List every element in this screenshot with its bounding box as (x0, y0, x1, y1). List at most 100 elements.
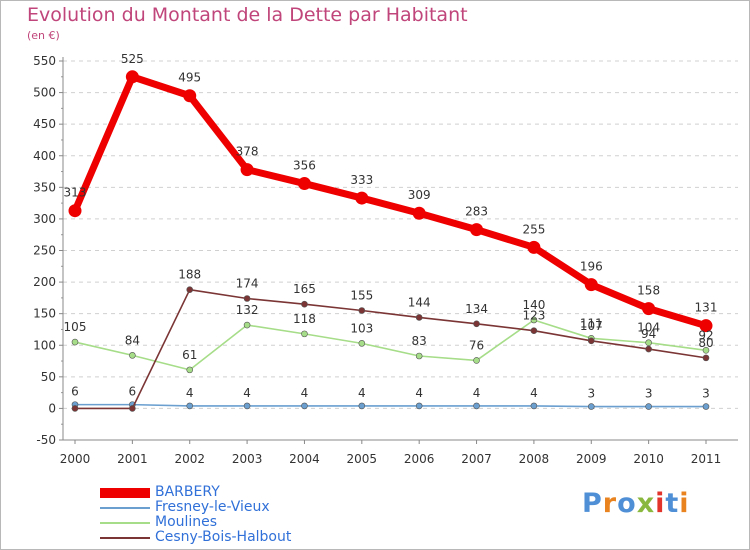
x-tick-label: 2004 (289, 452, 320, 466)
legend-swatch-cesny-bois-halbout (100, 537, 150, 539)
data-label: 123 (522, 309, 545, 323)
proxiti-logo: Proxiti (582, 488, 690, 519)
data-point (71, 405, 79, 412)
data-label: 104 (637, 321, 660, 335)
data-label: 356 (293, 159, 316, 173)
data-label: 83 (412, 334, 427, 348)
data-label: 3 (587, 387, 595, 401)
logo-letter: P (582, 488, 603, 519)
y-tick-label: 500 (33, 86, 56, 100)
data-label: 196 (580, 260, 603, 274)
data-point (355, 191, 369, 205)
x-tick-label: 2011 (691, 452, 722, 466)
data-label: 4 (473, 386, 481, 400)
legend-label-barbery: BARBERY (155, 484, 220, 500)
data-point (530, 327, 538, 335)
data-point (186, 402, 194, 410)
data-label: 188 (178, 268, 201, 282)
data-label: 3 (645, 387, 653, 401)
data-point (699, 319, 713, 333)
data-point (243, 321, 251, 329)
y-tick-label: 50 (41, 370, 56, 384)
data-label: 61 (182, 348, 197, 362)
x-tick-label: 2002 (174, 452, 205, 466)
unit-label: (en €) (27, 29, 60, 42)
data-label: 495 (178, 71, 201, 85)
data-point (530, 316, 538, 324)
data-label: 103 (350, 321, 373, 335)
y-tick-label: 200 (33, 275, 56, 289)
x-tick-label: 2007 (461, 452, 492, 466)
data-point (243, 295, 251, 302)
data-point (473, 402, 480, 410)
data-point (415, 352, 423, 360)
data-point (358, 307, 366, 314)
data-point (68, 204, 82, 218)
x-tick-label: 2003 (232, 452, 263, 466)
data-label: 309 (408, 188, 431, 202)
x-tick-label: 2000 (60, 452, 91, 466)
data-label: 80 (698, 336, 713, 350)
data-point (584, 278, 598, 292)
x-tick-label: 2008 (519, 452, 550, 466)
data-point (587, 403, 595, 410)
data-point (470, 223, 484, 237)
data-label: 313 (64, 186, 87, 200)
y-tick-label: 100 (33, 338, 56, 352)
data-label: 165 (293, 282, 316, 296)
data-label: 132 (236, 303, 259, 317)
legend-label-cesny-bois-halbout: Cesny-Bois-Halbout (155, 529, 292, 545)
logo-letter: r (602, 488, 618, 519)
data-label: 107 (580, 319, 603, 333)
series-line (74, 319, 707, 371)
data-label: 140 (522, 298, 545, 312)
y-tick-label: 450 (33, 117, 56, 131)
y-tick-label: -50 (36, 433, 56, 447)
legend-swatch-fresney-le-vieux (100, 507, 150, 509)
logo-letter: i (679, 488, 690, 519)
data-label: 155 (350, 289, 373, 303)
data-label: 3 (702, 387, 710, 401)
legend-label-fresney-le-vieux: Fresney-le-Vieux (155, 499, 270, 515)
data-point (645, 403, 652, 410)
data-label: 255 (522, 222, 545, 236)
data-label: 174 (236, 277, 259, 291)
data-label: 4 (186, 386, 194, 400)
data-label: 105 (64, 320, 87, 334)
data-label: 84 (125, 333, 140, 347)
y-tick-label: 0 (48, 401, 56, 415)
series-line (71, 73, 710, 330)
data-point (645, 339, 652, 347)
data-label: 378 (236, 145, 259, 159)
data-point (642, 302, 656, 316)
data-label: 6 (129, 385, 137, 399)
data-point (702, 403, 710, 410)
data-point (129, 405, 136, 412)
series-line (74, 403, 707, 408)
data-label: 4 (415, 386, 423, 400)
chart-title: Evolution du Montant de la Dette par Hab… (27, 4, 468, 26)
y-tick-label: 150 (33, 307, 56, 321)
data-label: 92 (698, 328, 713, 342)
x-tick-label: 2009 (576, 452, 607, 466)
data-point (587, 337, 595, 345)
legend-label-moulines: Moulines (155, 514, 218, 530)
x-tick-label: 2005 (347, 452, 378, 466)
data-point (243, 402, 251, 410)
line-chart: -50 0 50 100 150 200 250 300 350 400 450 500 550 2000… (33, 52, 738, 466)
data-point (297, 177, 311, 191)
data-point (702, 347, 710, 354)
legend-swatch-moulines (100, 522, 150, 524)
data-point (240, 163, 254, 177)
logo-letter: o (617, 488, 637, 519)
y-tick-label: 300 (33, 212, 56, 226)
data-label: 4 (243, 386, 251, 400)
data-point (358, 402, 366, 410)
x-tick-label: 2001 (117, 452, 148, 466)
y-tick-label: 400 (33, 149, 56, 163)
data-point (358, 340, 366, 347)
logo-letter: x (636, 488, 656, 519)
data-label: 4 (358, 386, 366, 400)
data-point (415, 402, 423, 410)
data-point (125, 70, 139, 84)
